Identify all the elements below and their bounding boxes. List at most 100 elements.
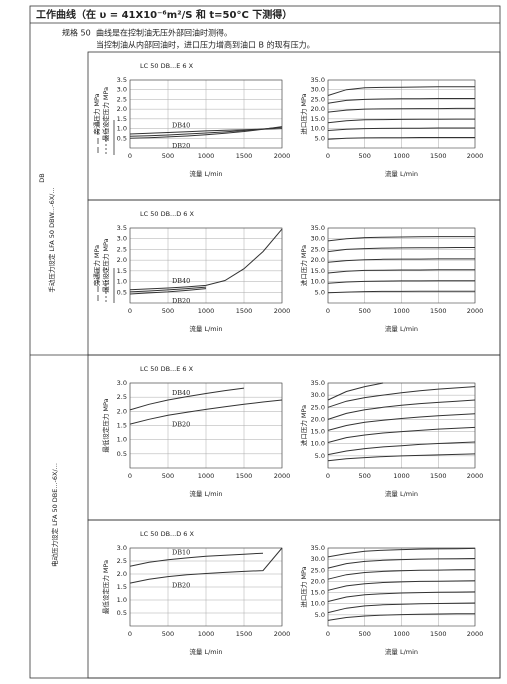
curve-label: DB40 xyxy=(172,121,190,129)
y-tick-label: 0.5 xyxy=(117,134,127,142)
y-tick-label: 15.0 xyxy=(311,589,325,597)
y-tick-label: 15.0 xyxy=(311,267,325,275)
x-tick-label: 2000 xyxy=(467,307,484,315)
y-tick-label: 1.5 xyxy=(117,422,127,430)
y-tick-label: 25.0 xyxy=(311,245,325,253)
note: 当控制油从内部回油时，进口压力增高到油口 B 的现有压力。 xyxy=(96,40,315,50)
x-tick-label: 500 xyxy=(162,307,174,315)
y-tick-label: 2.0 xyxy=(117,570,127,578)
x-axis-label: 流量 L/min xyxy=(385,169,418,178)
x-axis-label: 流量 L/min xyxy=(189,324,222,333)
y-tick-label: 15.0 xyxy=(311,115,325,123)
plot-frame xyxy=(327,79,476,149)
x-tick-label: 500 xyxy=(359,630,371,638)
curve xyxy=(327,453,476,462)
y-tick-label: 1.0 xyxy=(117,436,127,444)
y-axis-label: 旁通压力 MPa xyxy=(92,245,101,286)
y-tick-label: 30.0 xyxy=(311,555,325,563)
x-tick-label: 2000 xyxy=(274,152,291,160)
y-axis-label: 旁通压力 MPa xyxy=(92,93,101,134)
curve xyxy=(129,399,283,425)
y-tick-label: 20.0 xyxy=(311,577,325,585)
curve xyxy=(327,569,476,580)
curve-label: DB20 xyxy=(172,297,190,305)
x-tick-label: 0 xyxy=(326,152,330,160)
y-tick-label: 10.0 xyxy=(311,440,325,448)
y-tick-label: 30.0 xyxy=(311,86,325,94)
y-tick-label: 2.0 xyxy=(117,407,127,415)
curve xyxy=(129,547,283,584)
y-axis-label: 进口压力 MPa xyxy=(299,566,308,607)
curve xyxy=(327,386,476,408)
x-tick-label: 0 xyxy=(128,152,132,160)
y-tick-label: 35.0 xyxy=(311,224,325,232)
curve-label: DB10 xyxy=(172,549,190,557)
y-tick-label: 5.0 xyxy=(315,611,325,619)
y-tick-label: 2.0 xyxy=(117,256,127,264)
curve xyxy=(327,580,476,591)
x-tick-label: 2000 xyxy=(274,472,291,480)
plot-frame xyxy=(327,382,476,469)
x-tick-label: 1500 xyxy=(236,630,253,638)
x-tick-label: 500 xyxy=(359,472,371,480)
curve xyxy=(327,441,476,456)
y-tick-label: 10.0 xyxy=(311,125,325,133)
y-tick-label: 5.0 xyxy=(315,452,325,460)
y-tick-label: 2.5 xyxy=(117,245,127,253)
plot-frame xyxy=(327,547,476,627)
curve xyxy=(327,290,475,294)
y-tick-label: 20.0 xyxy=(311,415,325,423)
y-tick-label: 1.5 xyxy=(117,267,127,275)
x-tick-label: 0 xyxy=(128,307,132,315)
curve xyxy=(327,258,475,263)
y-tick-label: 2.5 xyxy=(117,557,127,565)
y-axis-label: 最低设定压力 MPa xyxy=(101,398,110,452)
curve xyxy=(327,426,476,443)
y-tick-label: 1.5 xyxy=(117,115,127,123)
y-tick-label: 35.0 xyxy=(311,76,325,84)
note: 曲线是在控制油无压外部回油时测得。 xyxy=(96,28,232,38)
x-tick-label: 1000 xyxy=(198,152,215,160)
curve xyxy=(327,127,475,131)
curve xyxy=(327,602,476,614)
x-tick-label: 1000 xyxy=(393,630,410,638)
x-axis-label: 流量 L/min xyxy=(189,647,222,656)
y-tick-label: 30.0 xyxy=(311,235,325,243)
x-axis-label: 流量 L/min xyxy=(385,489,418,498)
panel-subtitle: LC 50 DB...D 6 X xyxy=(140,530,194,538)
panel-subtitle: LC 50 DB...E 6 X xyxy=(140,62,194,70)
curve xyxy=(327,280,475,284)
spec: 规格 50 xyxy=(62,28,91,38)
y-axis-label: 最低设定压力 MPa xyxy=(101,87,110,141)
curve xyxy=(327,558,476,569)
y-tick-label: 0.5 xyxy=(117,609,127,617)
section-sublabel: DB xyxy=(38,173,46,182)
y-tick-label: 10.0 xyxy=(311,278,325,286)
y-tick-label: 2.5 xyxy=(117,393,127,401)
panel xyxy=(87,519,501,679)
y-tick-label: 5.0 xyxy=(315,134,325,142)
x-tick-label: 1000 xyxy=(393,307,410,315)
y-tick-label: 3.0 xyxy=(117,86,127,94)
y-tick-label: 20.0 xyxy=(311,256,325,264)
x-tick-label: 500 xyxy=(162,472,174,480)
panel-subtitle: LC 50 DB...E 6 X xyxy=(140,365,194,373)
curve xyxy=(327,399,476,420)
x-tick-label: 1500 xyxy=(236,307,253,315)
y-tick-label: 15.0 xyxy=(311,428,325,436)
curve-label: DB20 xyxy=(172,582,190,590)
y-tick-label: 3.5 xyxy=(117,76,127,84)
y-tick-label: 25.0 xyxy=(311,95,325,103)
header-title: 工作曲线（在 υ = 41X10⁻⁶m²/S 和 t=50°C 下测得） xyxy=(36,8,292,21)
curve xyxy=(129,288,207,295)
x-tick-label: 0 xyxy=(326,472,330,480)
y-tick-label: 0.5 xyxy=(117,288,127,296)
x-tick-label: 2000 xyxy=(467,630,484,638)
curve-label: DB20 xyxy=(172,142,190,150)
curve xyxy=(327,236,475,242)
curve xyxy=(327,247,475,253)
x-tick-label: 500 xyxy=(359,152,371,160)
y-tick-label: 1.0 xyxy=(117,596,127,604)
y-tick-label: 25.0 xyxy=(311,403,325,411)
x-tick-label: 500 xyxy=(162,152,174,160)
